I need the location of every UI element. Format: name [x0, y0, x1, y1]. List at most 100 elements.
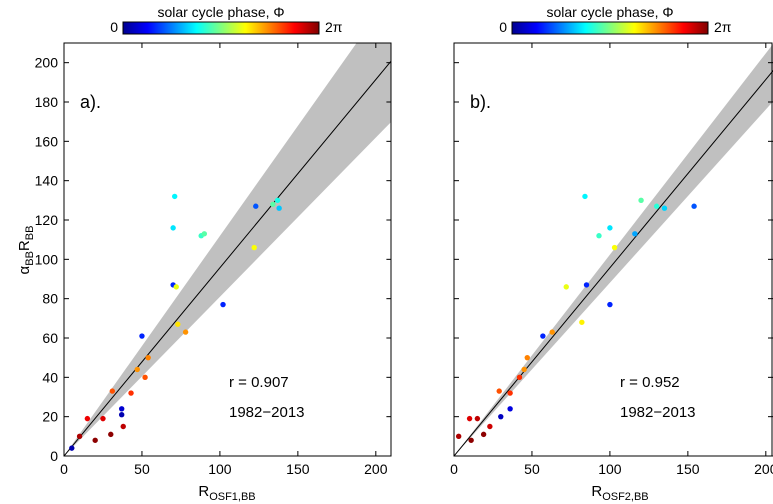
data-point [563, 284, 569, 290]
data-point [521, 366, 527, 373]
data-point [118, 406, 125, 412]
data-point [498, 413, 504, 420]
data-point [596, 233, 602, 239]
y-label-main-sub: BB [24, 226, 36, 241]
y-tick-label: 180 [35, 94, 59, 110]
data-point [540, 333, 546, 339]
y-ticks: 0 20 40 60 80 100 120 140 160 180 200 [35, 55, 392, 464]
data-point [582, 193, 588, 200]
data-point [653, 203, 660, 209]
x-tick-label: 50 [524, 461, 540, 477]
x-tick-label: 200 [754, 461, 773, 477]
x-tick-label: 200 [364, 461, 388, 477]
uncertainty-band [64, 43, 391, 456]
data-point [607, 225, 613, 231]
panel-label: b). [470, 92, 491, 112]
data-point [171, 193, 178, 200]
x-axis-label: ROSF2,BB [591, 483, 648, 503]
x-tick-label: 50 [134, 461, 150, 477]
panel-a: 0 50 100 150 200 0 20 40 60 80 100 120 140 160 180 200… [16, 42, 392, 503]
data-point [118, 412, 125, 418]
y-tick-label: 80 [42, 291, 58, 307]
colorbar-title: solar cycle phase, Φ [157, 4, 284, 20]
data-point [134, 366, 140, 373]
data-point [69, 445, 75, 451]
x-tick-label: 0 [450, 461, 458, 477]
data-point [120, 423, 126, 430]
colorbar-right: solar cycle phase, Φ 0 2π [499, 4, 732, 35]
panel-b: 0 50 100 150 200 b). r = 0.952 1982−2013 ROS… [450, 42, 773, 503]
annotation-r: r = 0.952 [620, 374, 680, 391]
y-tick-label: 20 [42, 409, 58, 425]
data-point [276, 205, 282, 211]
data-point [170, 225, 176, 231]
y-label-main: R [16, 240, 33, 251]
data-point [109, 388, 116, 394]
data-point [76, 433, 83, 440]
data-point [92, 437, 98, 443]
axes-box [63, 42, 392, 457]
data-point [84, 415, 91, 422]
points-group [455, 193, 697, 443]
x-label-main: R [591, 483, 602, 500]
data-point [638, 197, 644, 204]
y-label-alpha-sub: BB [24, 251, 36, 266]
data-point [496, 388, 502, 394]
colorbar-max-label: 2π [325, 19, 343, 35]
colorbar-gradient [511, 21, 709, 35]
x-ticks: 0 50 100 150 200 [60, 43, 388, 477]
data-point [611, 244, 618, 251]
y-tick-label: 100 [35, 251, 59, 267]
data-point [524, 354, 530, 361]
data-point [466, 415, 473, 422]
fit-line [64, 60, 391, 456]
annotation-years: 1982−2013 [229, 404, 305, 421]
annotation-years: 1982−2013 [620, 404, 696, 421]
colorbar-left: solar cycle phase, Φ 0 2π [110, 4, 343, 35]
y-axis-label: αBBRBB [16, 226, 36, 275]
y-tick-label: 120 [35, 212, 59, 228]
y-tick-label: 160 [35, 133, 59, 149]
data-point [251, 244, 257, 251]
data-point [274, 197, 281, 204]
colorbar-max-label: 2π [714, 19, 732, 35]
x-label-sub: OSF1,BB [209, 491, 255, 503]
data-point [201, 231, 208, 237]
data-point [549, 329, 555, 335]
y-tick-label: 0 [50, 448, 58, 464]
x-ticks: 0 50 100 150 200 [450, 43, 773, 477]
x-tick-label: 100 [208, 461, 232, 477]
data-point [507, 390, 513, 396]
data-point [691, 203, 697, 209]
colorbar-min-label: 0 [110, 19, 118, 35]
fit-line [454, 70, 773, 456]
data-point [480, 431, 487, 438]
points-group [69, 193, 282, 451]
y-tick-label: 40 [42, 369, 58, 385]
panel-label: a). [80, 92, 101, 112]
data-point [142, 374, 148, 381]
data-point [175, 321, 181, 327]
y-tick-label: 140 [35, 173, 59, 189]
data-point [139, 333, 145, 339]
data-point [474, 415, 481, 422]
y-ticks [454, 62, 773, 457]
y-label-alpha: α [16, 265, 33, 274]
data-point [607, 301, 613, 308]
x-tick-label: 150 [286, 461, 310, 477]
x-axis-label: ROSF1,BB [198, 483, 255, 503]
data-point [579, 319, 585, 325]
uncertainty-band [454, 44, 773, 456]
data-point [487, 423, 493, 430]
data-point [516, 374, 523, 381]
x-label-main: R [198, 483, 209, 500]
data-point [108, 431, 114, 438]
data-point [253, 203, 259, 209]
colorbar-min-label: 0 [499, 19, 507, 35]
data-point [270, 201, 276, 207]
data-point [632, 231, 638, 237]
colorbar-title: solar cycle phase, Φ [546, 4, 673, 20]
data-point [220, 301, 226, 308]
y-tick-label: 200 [35, 55, 59, 71]
